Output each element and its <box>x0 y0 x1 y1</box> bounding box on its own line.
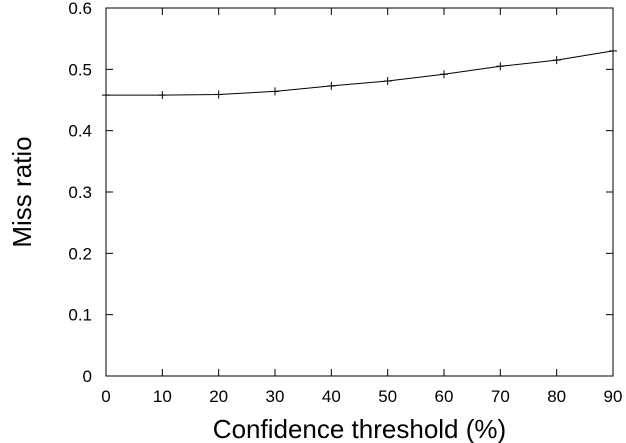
y-tick-label: 0.3 <box>68 183 92 202</box>
x-tick-label: 60 <box>435 387 454 406</box>
plot-frame <box>105 7 614 377</box>
series-line <box>106 50 614 96</box>
data-point <box>327 81 336 90</box>
y-axis: 0 0.1 0.2 0.3 0.4 0.5 0.6 <box>68 0 613 386</box>
x-tick-label: 30 <box>266 387 285 406</box>
data-point <box>552 56 561 65</box>
series-layer <box>102 46 617 100</box>
x-axis-title: Confidence threshold (%) <box>213 414 506 443</box>
y-axis-title: Miss ratio <box>7 136 37 247</box>
y-tick-label: 0 <box>83 367 92 386</box>
x-tick-label: 50 <box>378 387 397 406</box>
y-tick-label: 0.6 <box>68 0 92 18</box>
data-point <box>102 91 110 100</box>
data-point <box>496 62 505 71</box>
data-point <box>383 76 392 85</box>
x-tick-label: 80 <box>547 387 566 406</box>
y-tick-label: 0.5 <box>68 60 92 79</box>
x-tick-label: 0 <box>101 387 110 406</box>
x-tick-label: 90 <box>604 387 623 406</box>
y-tick-label: 0.1 <box>68 306 92 325</box>
x-tick-label: 70 <box>491 387 510 406</box>
data-point <box>214 90 223 99</box>
y-tick-label: 0.2 <box>68 244 92 263</box>
x-tick-label: 40 <box>322 387 341 406</box>
data-point <box>609 46 617 55</box>
x-axis: 0 10 20 30 40 50 60 70 80 90 <box>101 8 622 406</box>
y-tick-label: 0.4 <box>68 122 92 141</box>
data-point <box>440 70 448 79</box>
x-tick-label: 20 <box>209 387 228 406</box>
data-point <box>158 91 167 100</box>
x-tick-label: 10 <box>153 387 172 406</box>
data-point <box>271 87 279 96</box>
